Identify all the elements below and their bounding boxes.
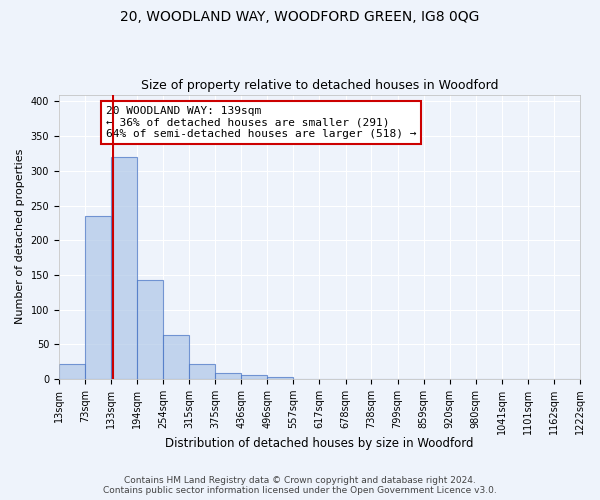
Bar — [85, 216, 110, 379]
Bar — [110, 157, 137, 379]
Bar — [163, 335, 189, 379]
Bar — [189, 364, 215, 379]
Bar — [241, 376, 267, 379]
Text: Contains HM Land Registry data © Crown copyright and database right 2024.
Contai: Contains HM Land Registry data © Crown c… — [103, 476, 497, 495]
Text: 20, WOODLAND WAY, WOODFORD GREEN, IG8 0QG: 20, WOODLAND WAY, WOODFORD GREEN, IG8 0Q… — [121, 10, 479, 24]
Y-axis label: Number of detached properties: Number of detached properties — [15, 149, 25, 324]
Bar — [59, 364, 85, 379]
Title: Size of property relative to detached houses in Woodford: Size of property relative to detached ho… — [141, 79, 498, 92]
Text: 20 WOODLAND WAY: 139sqm
← 36% of detached houses are smaller (291)
64% of semi-d: 20 WOODLAND WAY: 139sqm ← 36% of detache… — [106, 106, 416, 139]
Bar — [267, 378, 293, 379]
Bar — [215, 374, 241, 379]
X-axis label: Distribution of detached houses by size in Woodford: Distribution of detached houses by size … — [165, 437, 474, 450]
Bar — [137, 280, 163, 379]
